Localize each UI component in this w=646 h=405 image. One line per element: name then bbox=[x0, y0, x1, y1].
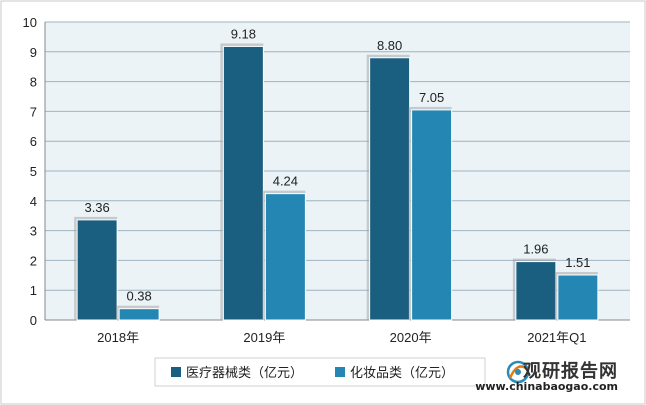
data-label: 0.38 bbox=[126, 289, 151, 304]
x-tick-label: 2021年Q1 bbox=[527, 330, 586, 345]
data-label: 4.24 bbox=[273, 174, 298, 189]
legend-swatch bbox=[335, 367, 345, 377]
data-label: 1.51 bbox=[565, 255, 590, 270]
y-tick-label: 0 bbox=[30, 313, 37, 328]
data-label: 8.80 bbox=[377, 38, 402, 53]
legend-label: 化妆品类（亿元） bbox=[350, 366, 454, 381]
legend-swatch bbox=[171, 367, 181, 377]
data-labels: 3.36 0.38 9.18 4.24 8.80 7.05 1.96 1.51 bbox=[84, 26, 590, 303]
x-tick-label: 2018年 bbox=[97, 330, 139, 345]
watermark-brand: 观研报告网 bbox=[523, 361, 618, 382]
y-tick-label: 4 bbox=[30, 194, 37, 209]
x-tick-label: 2020年 bbox=[390, 330, 432, 345]
legend: 医疗器械类（亿元） 化妆品类（亿元） bbox=[154, 357, 486, 387]
x-axis-ticks: 2018年 2019年 2020年 2021年Q1 bbox=[97, 330, 586, 345]
y-axis-ticks: 0 1 2 3 4 5 6 7 8 9 10 bbox=[23, 15, 37, 328]
bar-cosmetics bbox=[557, 274, 599, 321]
data-label: 1.96 bbox=[523, 242, 548, 257]
data-label: 3.36 bbox=[84, 200, 109, 215]
x-tick-label: 2019年 bbox=[243, 330, 285, 345]
data-label: 9.18 bbox=[231, 26, 256, 41]
watermark-logo-icon bbox=[506, 360, 530, 384]
bar-medical-device bbox=[76, 219, 118, 321]
y-tick-label: 8 bbox=[30, 75, 37, 90]
y-tick-label: 1 bbox=[30, 283, 37, 298]
bar-cosmetics bbox=[118, 308, 160, 321]
bar-series bbox=[74, 43, 599, 321]
y-tick-label: 2 bbox=[30, 253, 37, 268]
bar-cosmetics bbox=[411, 109, 453, 321]
bar-cosmetics bbox=[264, 193, 306, 321]
legend-label: 医疗器械类（亿元） bbox=[186, 366, 303, 381]
y-tick-label: 9 bbox=[30, 45, 37, 60]
data-label: 7.05 bbox=[419, 90, 444, 105]
y-tick-label: 5 bbox=[30, 164, 37, 179]
grid-lines bbox=[44, 21, 630, 321]
y-tick-label: 3 bbox=[30, 224, 37, 239]
y-tick-label: 7 bbox=[30, 104, 37, 119]
watermark-url: www.chinabaogao.com bbox=[475, 380, 618, 393]
bar-medical-device bbox=[222, 45, 264, 321]
bar-medical-device bbox=[369, 57, 411, 321]
legend-box bbox=[154, 357, 486, 387]
y-tick-label: 6 bbox=[30, 134, 37, 149]
bar-medical-device bbox=[515, 261, 557, 321]
y-tick-label: 10 bbox=[23, 15, 37, 30]
